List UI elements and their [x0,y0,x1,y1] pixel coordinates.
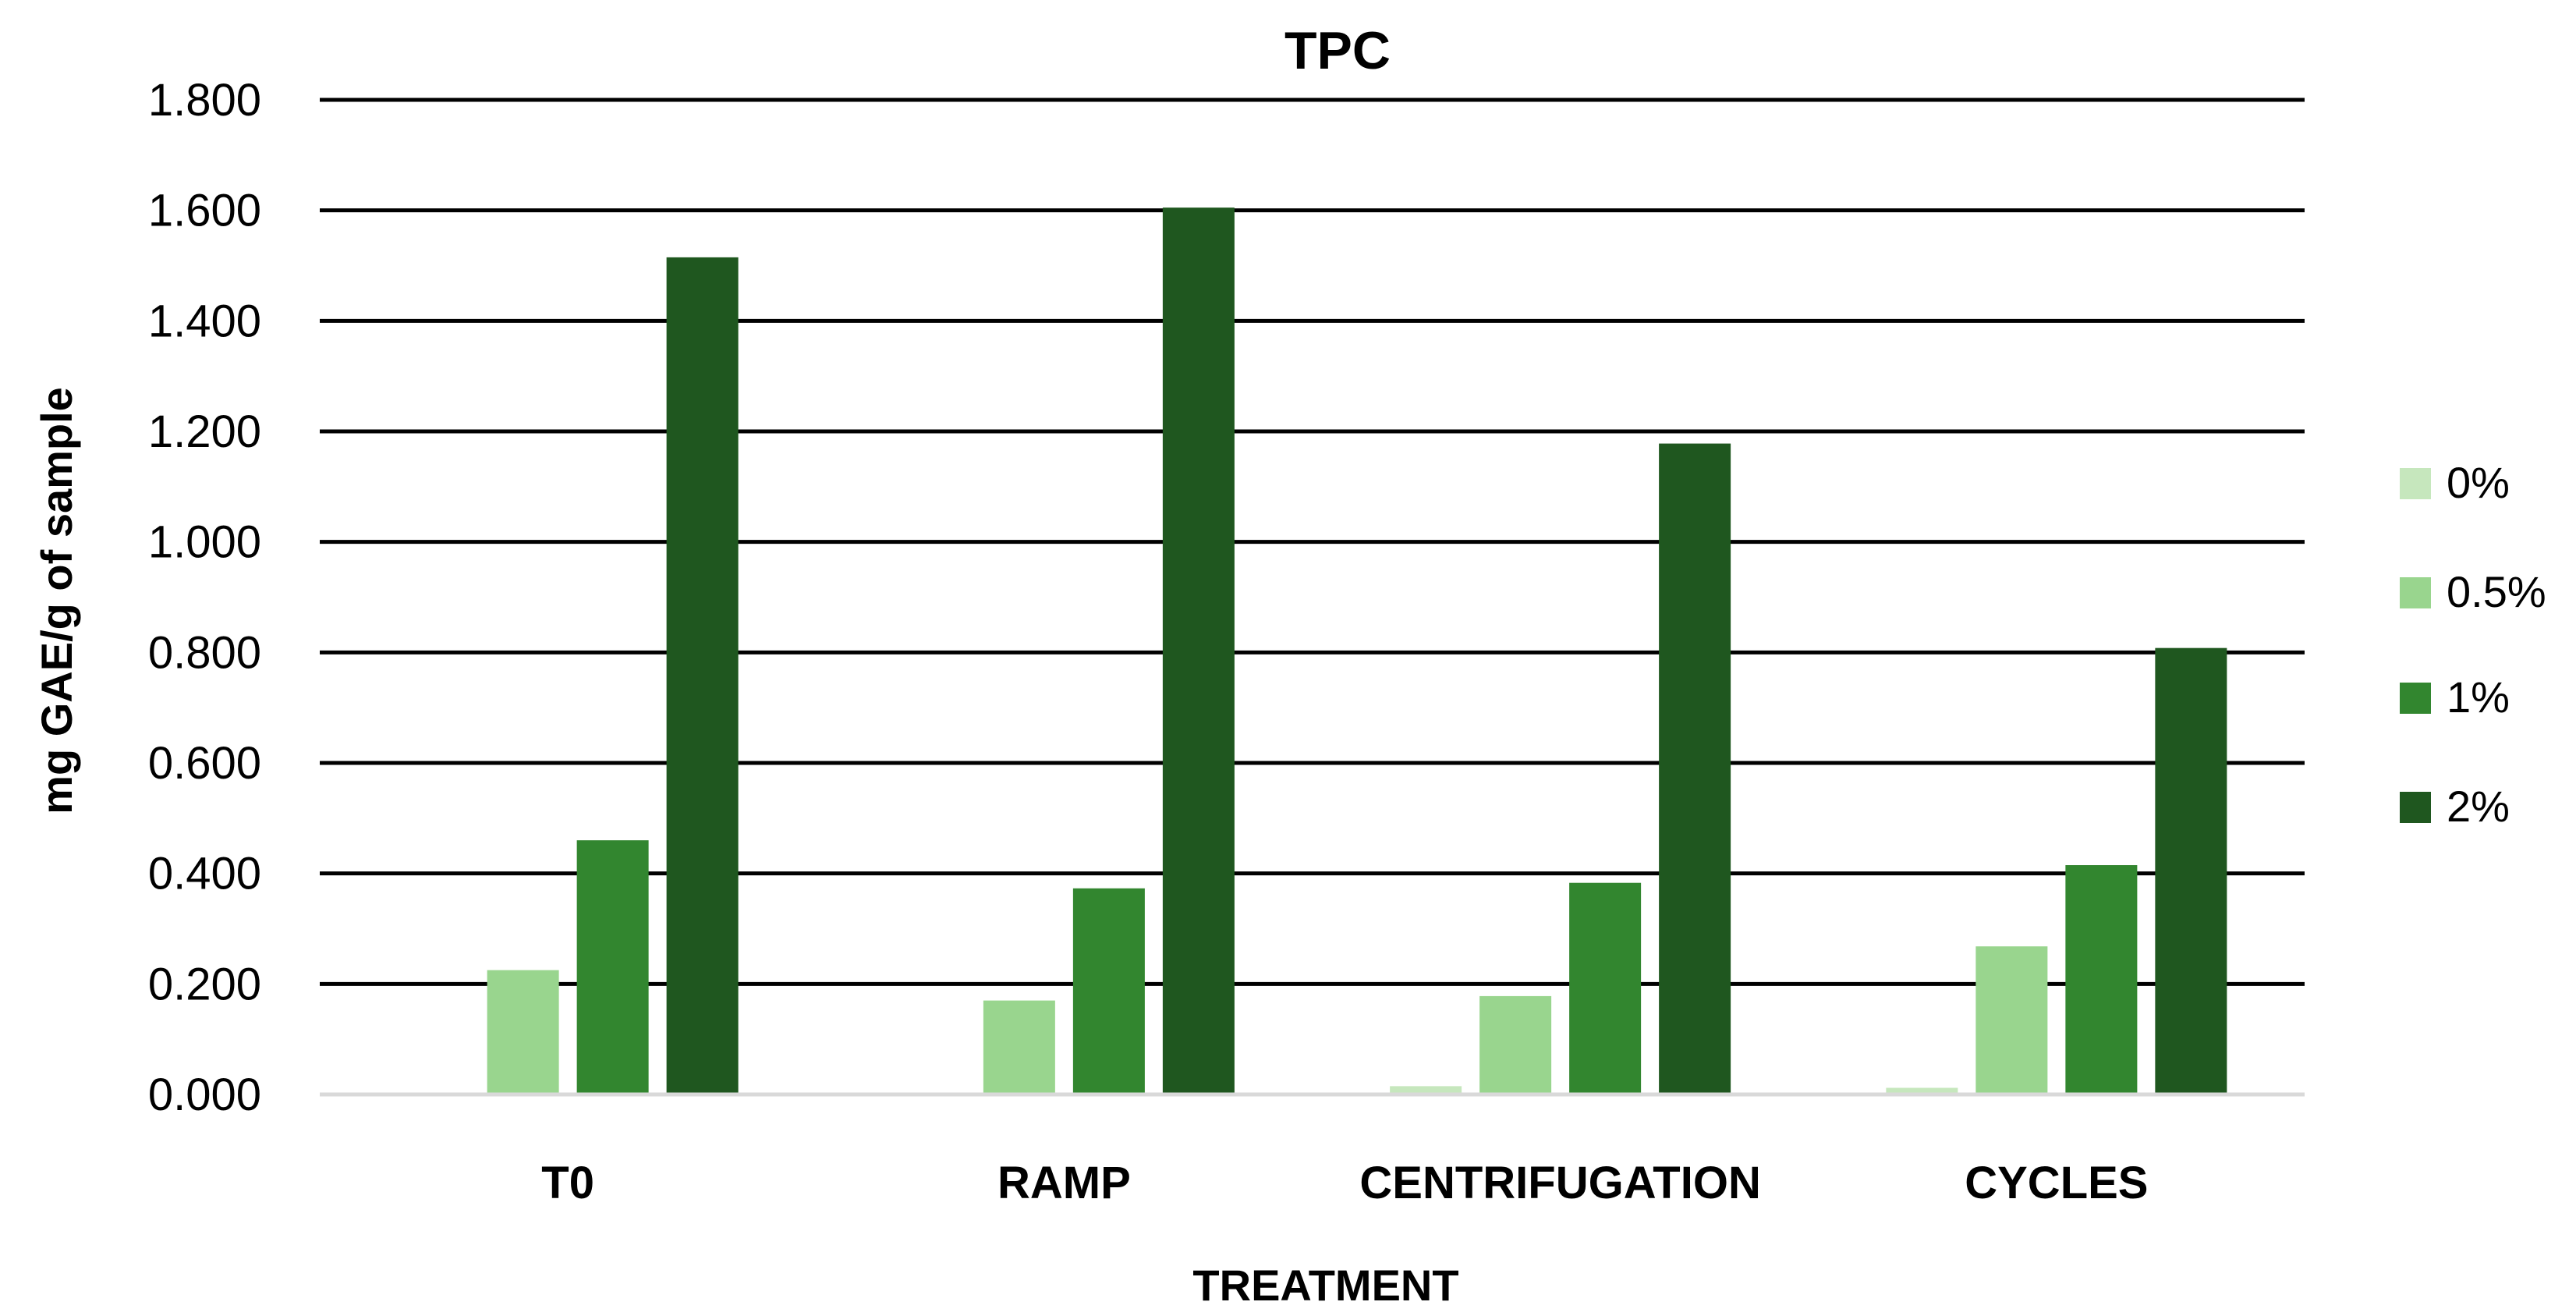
gridlines [320,98,2305,986]
y-axis-ticks: 0.000 0.200 0.400 0.600 0.800 1.000 1.200 1.400… [148,75,261,1120]
bars [487,208,2227,1094]
legend-label: 1% [2447,672,2510,722]
y-tick-label: 0.600 [148,738,261,789]
y-tick-label: 1.600 [148,186,261,236]
bar-centrifugation-1pct [1569,882,1642,1094]
x-axis-title: TREATMENT [1192,1261,1458,1310]
y-tick-label: 0.200 [148,959,261,1009]
y-tick-label: 0.000 [148,1069,261,1120]
x-category-label: RAMP [997,1158,1131,1208]
bar-centrifugation-0pct [1390,1086,1462,1094]
bar-centrifugation-2pct [1659,443,1731,1094]
y-tick-label: 1.400 [148,296,261,346]
y-tick-label: 0.400 [148,849,261,899]
chart-title: TPC [1284,21,1391,80]
x-axis-categories: T0 RAMP CENTRIFUGATION CYCLES [541,1158,2148,1208]
legend-swatch [2400,468,2431,499]
y-tick-label: 0.800 [148,627,261,678]
bar-t0-0_5pct [487,970,559,1094]
bar-cycles-2pct [2155,647,2227,1094]
y-tick-label: 1.200 [148,406,261,457]
y-tick-label: 1.000 [148,517,261,568]
legend-swatch [2400,577,2431,608]
x-category-label: T0 [541,1158,594,1208]
y-axis-title: mg GAE/g of sample [32,387,81,814]
legend-label: 2% [2447,782,2510,831]
legend-label: 0% [2447,458,2510,507]
legend: 0% 0.5% 1% 2% [2400,458,2546,831]
legend-swatch [2400,792,2431,823]
bar-centrifugation-0_5pct [1479,995,1552,1094]
bar-ramp-1pct [1072,888,1145,1094]
legend-swatch [2400,683,2431,714]
bar-cycles-1pct [2065,865,2138,1094]
bar-cycles-0pct [1886,1087,1958,1094]
bar-t0-2pct [666,257,739,1094]
legend-label: 0.5% [2447,567,2546,616]
bar-ramp-2pct [1162,208,1235,1094]
x-category-label: CYCLES [1965,1158,2148,1208]
bar-t0-1pct [576,840,649,1094]
bar-cycles-0_5pct [1975,946,2048,1094]
y-tick-label: 1.800 [148,75,261,126]
bar-ramp-0_5pct [983,1000,1055,1094]
x-category-label: CENTRIFUGATION [1359,1158,1760,1208]
